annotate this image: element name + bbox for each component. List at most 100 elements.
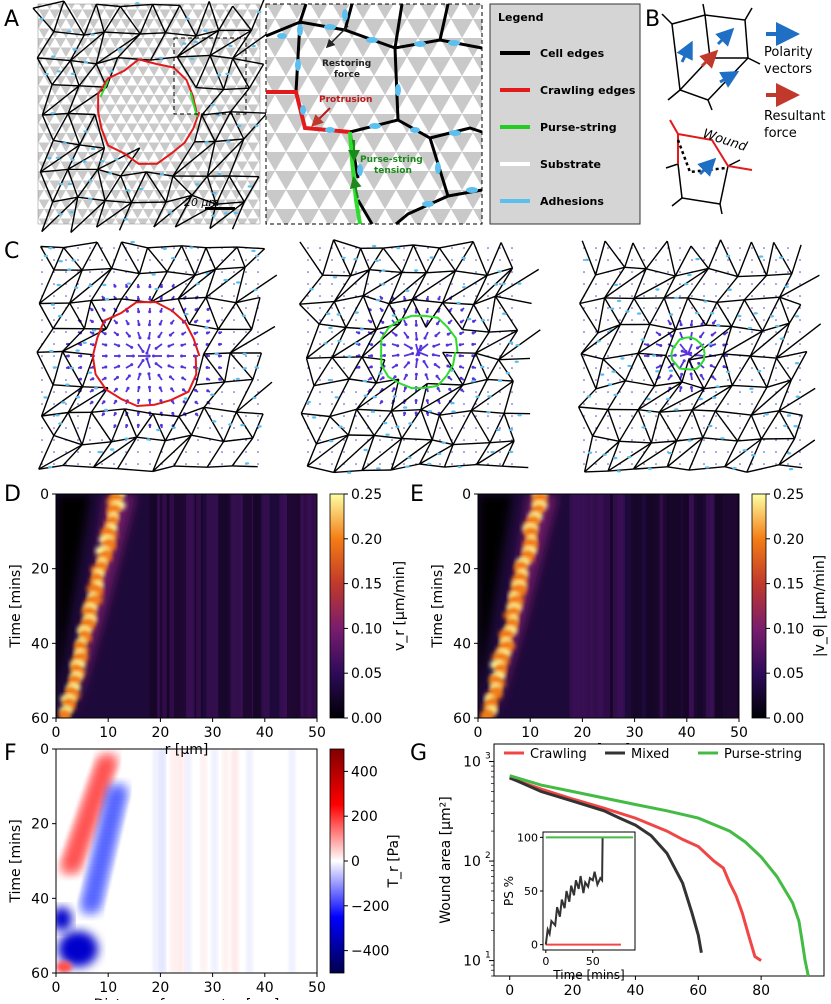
velocity-dot [41, 427, 43, 429]
velocity-dot [619, 283, 621, 285]
velocity-dot [727, 259, 729, 261]
cell-edge [224, 438, 253, 441]
velocity-dot [499, 403, 501, 405]
cell-edge [182, 246, 195, 275]
cell-edge [709, 240, 721, 269]
cell-edge [301, 386, 314, 414]
cell-edge [54, 248, 64, 270]
velocity-dot [65, 391, 67, 393]
velocity-dot [41, 355, 43, 357]
velocity-dot [487, 247, 489, 249]
adhesion [67, 268, 71, 270]
adhesion [75, 349, 79, 351]
velocity-dot [799, 427, 801, 429]
adhesion [620, 357, 624, 359]
velocity-arrow-head [382, 376, 385, 379]
velocity-arrow-head [380, 400, 383, 403]
velocity-dot [583, 367, 585, 369]
adhesion [509, 429, 513, 431]
cell-edge [732, 327, 763, 332]
velocity-dot [415, 259, 417, 261]
velocity-arrow-head [396, 344, 399, 347]
adhesion [793, 425, 797, 427]
velocity-dot [65, 331, 67, 333]
velocity-dot [763, 367, 765, 369]
velocity-dot [511, 247, 513, 249]
cell-edge [383, 248, 402, 272]
x-tick-label: 10 [521, 725, 539, 741]
colorbar-tick-label: 0.25 [351, 487, 382, 503]
adhesion [588, 452, 592, 454]
cell-edge [153, 414, 165, 441]
heat-streak [196, 494, 201, 718]
heat-negative-band [80, 901, 100, 917]
velocity-dot [487, 319, 489, 321]
velocity-dot [607, 343, 609, 345]
cell-edge [215, 267, 245, 269]
velocity-dot [727, 451, 729, 453]
velocity-dot [89, 247, 91, 249]
velocity-arrow-head [472, 320, 475, 323]
velocity-dot [655, 295, 657, 297]
adhesion [255, 255, 259, 257]
adhesion [517, 414, 521, 416]
velocity-dot [787, 343, 789, 345]
velocity-dot [739, 295, 741, 297]
adhesion [190, 58, 194, 60]
cell-edge [122, 274, 140, 299]
adhesion [674, 297, 678, 299]
heatmap-e [478, 489, 744, 723]
velocity-dot [319, 391, 321, 393]
cell-edge [204, 407, 224, 441]
velocity-dot [233, 331, 235, 333]
velocity-arrow-head [130, 346, 133, 349]
cell-edge [703, 411, 716, 438]
adhesion [759, 255, 763, 257]
velocity-dot [319, 295, 321, 297]
polarity-label-2: vectors [764, 62, 812, 77]
adhesion [257, 11, 261, 13]
cell-edge [420, 464, 445, 467]
velocity-dot [799, 367, 801, 369]
velocity-dot [137, 259, 139, 261]
velocity-dot [763, 295, 765, 297]
velocity-dot [113, 271, 115, 273]
panel-c-snapshots [37, 240, 821, 474]
cell-edge [646, 241, 667, 269]
velocity-dot [631, 355, 633, 357]
x-tick-label: 40 [256, 725, 274, 741]
adhesion [240, 424, 244, 426]
adhesion [223, 279, 227, 281]
velocity-arrow-head [460, 320, 463, 323]
velocity-arrow-head [415, 399, 418, 402]
velocity-dot [799, 355, 801, 357]
velocity-dot [595, 259, 597, 261]
adhesion [210, 104, 214, 106]
velocity-dot [679, 295, 681, 297]
velocity-arrow-head [167, 355, 170, 358]
velocity-dot [245, 307, 247, 309]
velocity-arrow-head [446, 365, 449, 368]
velocity-dot [631, 331, 633, 333]
heat-faint-streak [175, 749, 181, 973]
cell-edge [179, 417, 192, 436]
velocity-dot [631, 343, 633, 345]
legend-label: Purse-string [540, 121, 617, 134]
velocity-dot [233, 319, 235, 321]
velocity-arrow-head [105, 355, 108, 358]
velocity-dot [583, 319, 585, 321]
colorbar-tick-label: 0.00 [351, 711, 382, 727]
velocity-dot [475, 427, 477, 429]
velocity-dot [499, 427, 501, 429]
adhesion [627, 456, 631, 458]
cell-edge [330, 409, 357, 416]
adhesion [237, 125, 241, 127]
cell-edge [715, 411, 737, 441]
adhesion [83, 130, 87, 132]
velocity-arrow-head [148, 424, 151, 427]
velocity-dot [607, 391, 609, 393]
velocity-dot [307, 391, 309, 393]
velocity-dot [197, 427, 199, 429]
cell-edge [37, 329, 53, 353]
colorbar-f-label: T_r [Pa] [386, 834, 402, 888]
